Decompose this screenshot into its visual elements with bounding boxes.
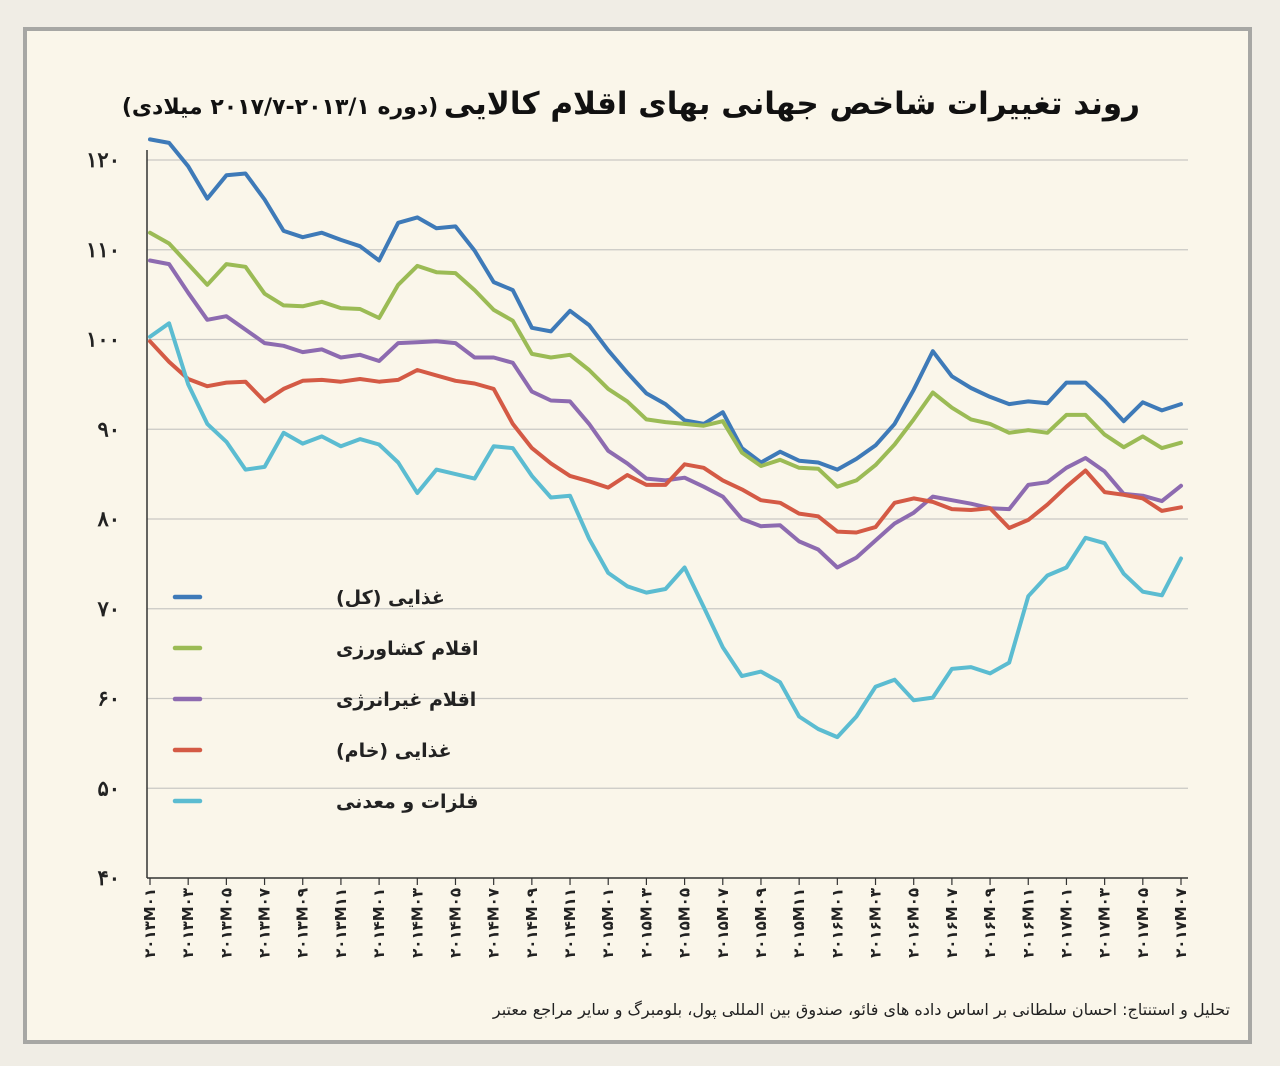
y-tick-label: ۸۰	[96, 506, 120, 531]
series-line-2	[148, 230, 1183, 489]
source-note: تحلیل و استنتاج: احسان سلطانی بر اساس دا…	[492, 1000, 1230, 1019]
legend-label: اقلام غیرانرژی	[336, 689, 476, 711]
y-tick-label: ۷۰	[96, 596, 120, 621]
y-tick-label: ۱۲۰	[86, 147, 120, 172]
y-tick-label: ۴۰	[97, 865, 120, 890]
x-tick-label: ۲۰۱۳M۰۵	[217, 888, 235, 958]
legend-label: غذایی (کل)	[336, 587, 445, 609]
x-tick-label: ۲۰۱۵M۰۷	[714, 888, 732, 958]
x-tick-label: ۲۰۱۷M۰۱	[1057, 888, 1075, 958]
x-tick-label: ۲۰۱۴M۰۹	[523, 888, 541, 958]
x-tick-label: ۲۰۱۶M۰۷	[943, 888, 961, 958]
legend: غذایی (کل) اقلام کشاورزی اقلام غیرانرژی غذا…	[172, 587, 479, 813]
x-tick-label: ۲۰۱۳M۰۳	[179, 888, 197, 958]
y-tick-label: ۵۰	[97, 775, 120, 800]
x-tick-label: ۲۰۱۷M۰۳	[1096, 888, 1114, 958]
y-tick-label: ۱۰۰	[86, 327, 120, 352]
y-tick-label: ۱۱۰	[86, 237, 120, 262]
series-lines	[148, 137, 1183, 740]
y-tick-label: ۹۰	[97, 416, 120, 441]
x-tick-label: ۲۰۱۶M۰۹	[981, 888, 999, 958]
series-line-5	[148, 321, 1183, 740]
x-tick-label: ۲۰۱۳M۰۱	[141, 888, 159, 958]
x-tick-label: ۲۰۱۳M۰۷	[256, 888, 274, 958]
x-tick-label: ۲۰۱۶M۰۳	[867, 888, 885, 958]
series-line-3	[148, 258, 1183, 570]
x-tick-label: ۲۰۱۴M۰۵	[446, 888, 464, 958]
legend-item: اقلام غیرانرژی	[172, 689, 476, 711]
legend-item: فلزات و معدنی	[172, 791, 478, 813]
legend-label: غذایی (خام)	[336, 740, 452, 762]
legend-label: فلزات و معدنی	[336, 791, 478, 813]
x-tick-label: ۲۰۱۴M۰۱	[370, 888, 388, 958]
x-tick-label: ۲۰۱۵M۱۱	[790, 888, 808, 958]
series-line-4	[148, 339, 1183, 535]
x-tick-label: ۲۰۱۷M۰۷	[1172, 888, 1190, 958]
chart-title-main: روند تغییرات شاخص جهانی بهای اقلام کالای…	[443, 86, 1140, 122]
x-tick-label: ۲۰۱۵M۰۹	[752, 888, 770, 958]
y-axis: ۴۰ ۵۰ ۶۰ ۷۰ ۸۰ ۹۰ ۱۰۰ ۱۱۰ ۱۲۰	[86, 147, 120, 890]
chart-frame	[23, 27, 1252, 1044]
x-tick-label: ۲۰۱۳M۱۱	[332, 888, 350, 958]
y-tick-label: ۶۰	[97, 686, 120, 711]
x-tick-label: ۲۰۱۴M۰۳	[408, 888, 426, 958]
x-tick-label: ۲۰۱۶M۰۵	[905, 888, 923, 958]
x-tick-label: ۲۰۱۴M۰۷	[485, 888, 503, 958]
x-tick-label: ۲۰۱۵M۰۵	[676, 888, 694, 958]
x-tick-label: ۲۰۱۳M۰۹	[294, 888, 312, 958]
chart-title: روند تغییرات شاخص جهانی بهای اقلام کالای…	[122, 86, 1140, 122]
legend-item: غذایی (کل)	[172, 587, 445, 609]
legend-item: غذایی (خام)	[172, 740, 452, 762]
gridlines	[147, 159, 1188, 789]
x-tick-label: ۲۰۱۶M۰۱	[828, 888, 846, 958]
legend-item: اقلام کشاورزی	[172, 638, 479, 660]
x-axis: ۲۰۱۳M۰۱ ۲۰۱۳M۰۳ ۲۰۱۳M۰۵ ۲۰۱۳M۰۷ ۲۰۱۳M۰۹ ۲۰۱۳M…	[141, 878, 1190, 958]
x-tick-label: ۲۰۱۷M۰۵	[1134, 888, 1152, 958]
x-tick-label: ۲۰۱۶M۱۱	[1019, 888, 1037, 958]
series-line-1	[148, 137, 1183, 472]
x-tick-label: ۲۰۱۵M۰۳	[637, 888, 655, 958]
x-tick-label: ۲۰۱۴M۱۱	[561, 888, 579, 958]
x-tick-label: ۲۰۱۵M۰۱	[599, 888, 617, 958]
legend-label: اقلام کشاورزی	[336, 638, 479, 660]
chart-title-period: (دوره ۲۰۱۳/۱-۲۰۱۷/۷ میلادی)	[121, 95, 439, 120]
